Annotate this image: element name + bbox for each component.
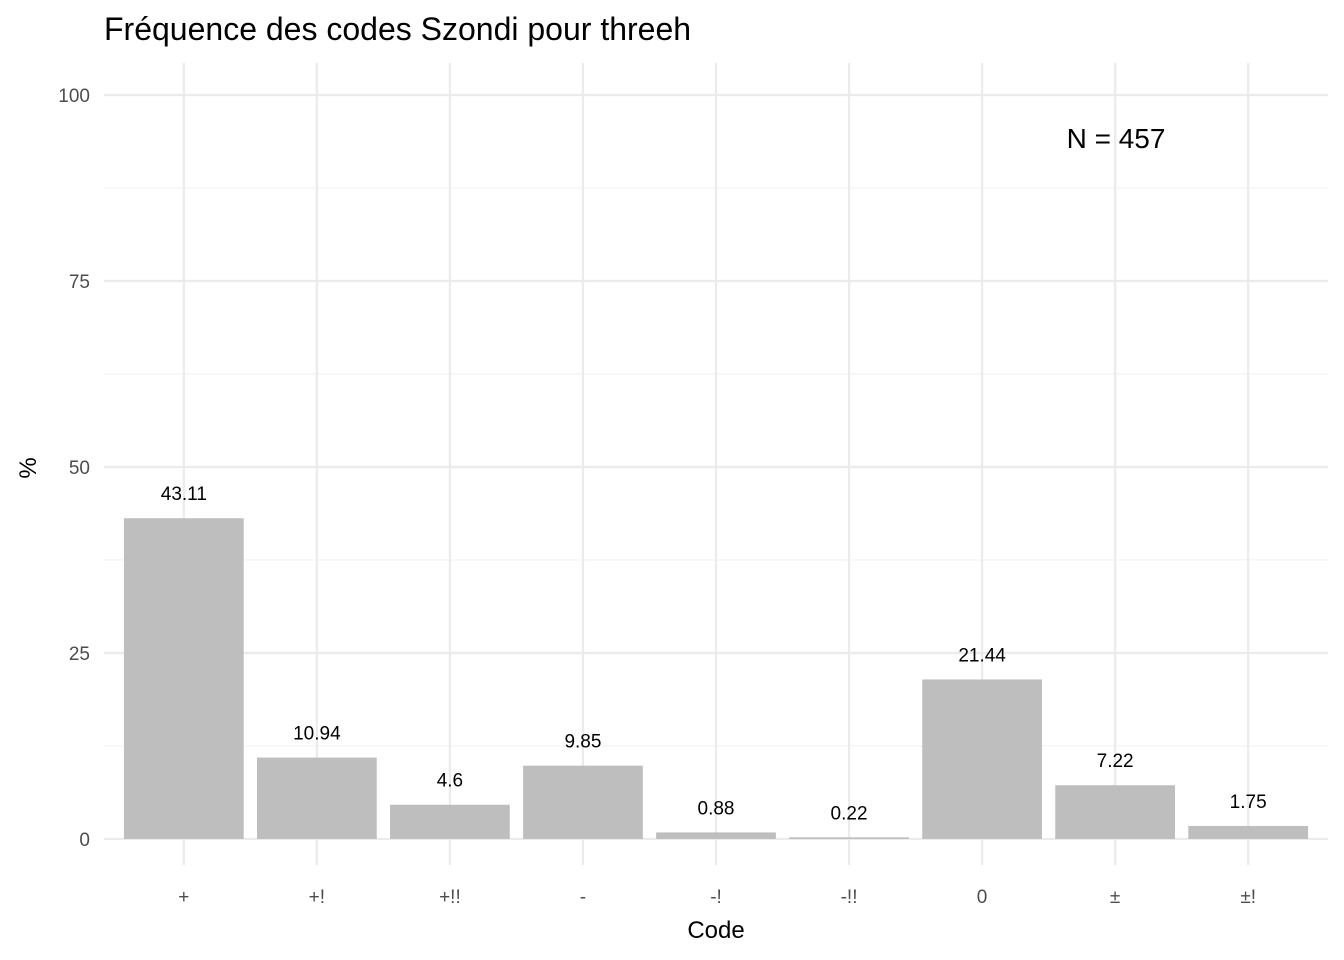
- chart-title: Fréquence des codes Szondi pour threeh: [104, 11, 691, 47]
- data-label: 0.22: [831, 803, 868, 824]
- x-tick-label: ±: [1110, 887, 1120, 908]
- grid: [104, 63, 1328, 865]
- data-label: 7.22: [1097, 751, 1134, 772]
- bar: [123, 518, 244, 839]
- y-axis-title: %: [15, 457, 42, 478]
- x-tick-label: -: [580, 887, 586, 908]
- data-label: 43.11: [161, 484, 207, 505]
- x-tick-labels: + +! +!! - -! -!! 0 ± ±!: [178, 887, 1256, 908]
- sample-size-annotation: N = 457: [1067, 123, 1166, 154]
- bar: [390, 804, 510, 839]
- bar: [523, 765, 643, 839]
- bars: [123, 518, 1309, 839]
- bar: [656, 832, 776, 839]
- x-tick-label: +!: [309, 887, 325, 908]
- y-tick-label: 100: [58, 86, 90, 107]
- bar: [257, 757, 377, 839]
- data-label: 0.88: [698, 798, 735, 819]
- x-tick-label: ±!: [1240, 887, 1256, 908]
- x-tick-label: +!!: [439, 887, 461, 908]
- x-tick-label: +: [178, 887, 189, 908]
- bar: [1055, 785, 1175, 839]
- x-tick-label: -!!: [841, 887, 858, 908]
- bar: [922, 679, 1042, 839]
- data-labels: 43.11 10.94 4.6 9.85 0.88 0.22 21.44 7.22 1.75: [161, 484, 1267, 824]
- data-label: 9.85: [564, 732, 601, 753]
- data-label: 10.94: [293, 724, 341, 745]
- y-tick-label: 50: [69, 458, 90, 479]
- data-label: 1.75: [1230, 792, 1267, 813]
- y-tick-labels: 0 25 50 75 100: [58, 86, 90, 851]
- x-axis-title: Code: [687, 917, 744, 944]
- y-tick-label: 0: [79, 830, 90, 851]
- x-tick-label: 0: [977, 887, 988, 908]
- bar: [1188, 825, 1309, 839]
- data-label: 21.44: [958, 645, 1006, 666]
- y-tick-label: 75: [69, 272, 90, 293]
- y-tick-label: 25: [69, 644, 90, 665]
- data-label: 4.6: [437, 771, 463, 792]
- x-tick-label: -!: [710, 887, 722, 908]
- bar: [789, 837, 909, 839]
